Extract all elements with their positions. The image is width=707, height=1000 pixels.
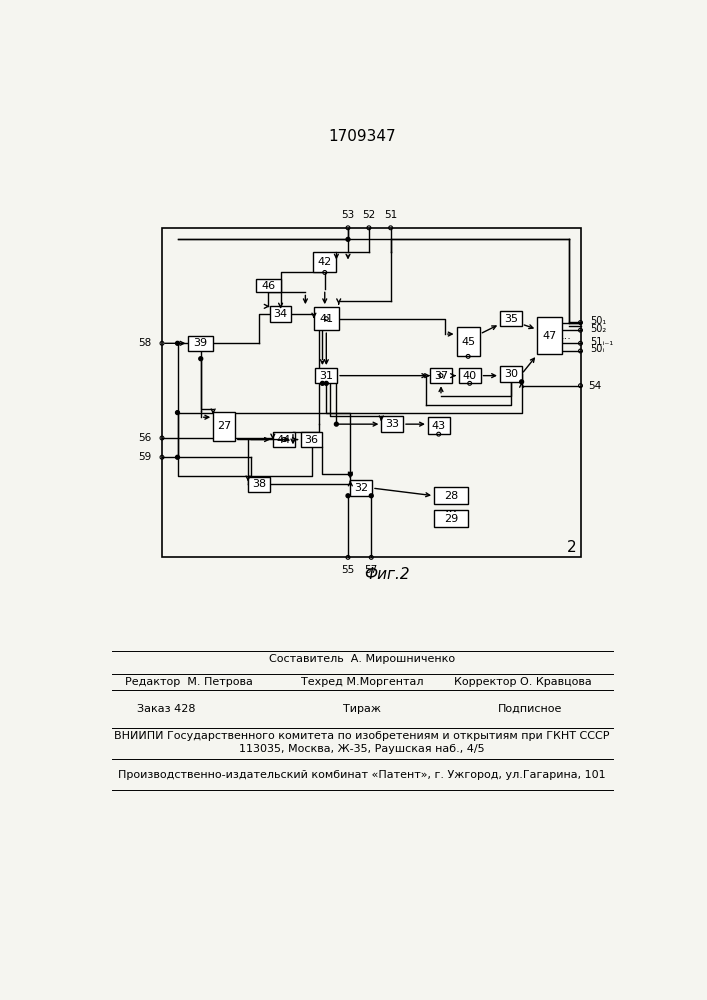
Text: 35: 35 [504,314,518,324]
Text: Составитель  А. Мирошниченко: Составитель А. Мирошниченко [269,654,455,664]
Bar [256,279,281,292]
Text: 51: 51 [384,210,397,220]
Text: 53: 53 [341,210,355,220]
Text: 54: 54 [588,381,602,391]
Bar [434,487,468,504]
Circle shape [346,494,350,498]
Text: 58: 58 [139,338,152,348]
Circle shape [175,411,180,415]
Text: 43: 43 [431,421,445,431]
Text: 50₂: 50₂ [590,324,607,334]
Text: Тираж: Тираж [343,704,381,714]
Text: 37: 37 [434,371,448,381]
Text: Заказ 428: Заказ 428 [136,704,195,714]
Bar [248,477,270,492]
Text: 32: 32 [354,483,368,493]
Bar [459,368,481,383]
Bar [273,432,295,447]
Bar [430,368,452,383]
Bar [428,417,450,434]
Bar [270,306,291,322]
Bar [315,368,337,383]
Text: 56: 56 [139,433,152,443]
Bar [500,311,522,326]
Text: 57: 57 [365,565,378,575]
Bar [314,307,339,330]
Text: 44: 44 [276,435,291,445]
Text: Подписное: Подписное [498,704,562,714]
Bar [313,252,337,272]
Bar [162,228,580,557]
Text: 39: 39 [194,338,208,348]
Text: 40: 40 [462,371,477,381]
Text: 1709347: 1709347 [328,129,396,144]
Text: 51ᵢ₋₁: 51ᵢ₋₁ [590,337,614,347]
Bar [188,336,213,351]
Circle shape [325,381,328,385]
Text: 38: 38 [252,479,266,489]
Circle shape [346,237,350,241]
Text: 52: 52 [362,210,375,220]
Bar [300,432,322,447]
Text: 55: 55 [341,565,355,575]
Text: 50₁: 50₁ [590,316,607,326]
Text: 28: 28 [444,491,458,501]
Text: Техред М.Моргентал: Техред М.Моргентал [300,677,423,687]
Text: ...: ... [561,331,572,341]
Bar [213,412,235,441]
Text: 30: 30 [504,369,518,379]
Text: 46: 46 [261,281,275,291]
Text: 36: 36 [305,435,319,445]
Text: ВНИИПИ Государственного комитета по изобретениям и открытиям при ГКНТ СССР: ВНИИПИ Государственного комитета по изоб… [115,731,609,741]
Text: 31: 31 [320,371,333,381]
Circle shape [334,422,339,426]
Bar [434,510,468,527]
Text: 34: 34 [274,309,288,319]
Bar [457,327,480,356]
Bar [351,480,372,496]
Text: 42: 42 [317,257,332,267]
Circle shape [320,381,325,385]
Bar [381,416,403,432]
Text: 2: 2 [566,540,576,555]
Circle shape [175,455,180,459]
Text: Производственно-издательский комбинат «Патент», г. Ужгород, ул.Гагарина, 101: Производственно-издательский комбинат «П… [118,770,606,780]
Circle shape [349,472,352,476]
Text: 45: 45 [461,337,475,347]
Text: 113035, Москва, Ж-35, Раушская наб., 4/5: 113035, Москва, Ж-35, Раушская наб., 4/5 [239,744,485,754]
Circle shape [369,494,373,498]
Circle shape [520,380,524,384]
Bar [500,366,522,382]
Circle shape [175,341,180,345]
Text: 47: 47 [542,331,556,341]
Text: Редактор  М. Петрова: Редактор М. Петрова [125,677,253,687]
Text: 29: 29 [444,514,458,524]
Text: 50ᵢ: 50ᵢ [590,344,604,354]
Text: 59: 59 [139,452,152,462]
Text: Фиг.2: Фиг.2 [364,567,409,582]
Text: 27: 27 [217,421,231,431]
Text: 41: 41 [320,314,334,324]
Text: 33: 33 [385,419,399,429]
Circle shape [199,357,203,361]
Bar [537,317,562,354]
Text: ...: ... [445,501,457,515]
Text: Корректор О. Кравцова: Корректор О. Кравцова [453,677,591,687]
